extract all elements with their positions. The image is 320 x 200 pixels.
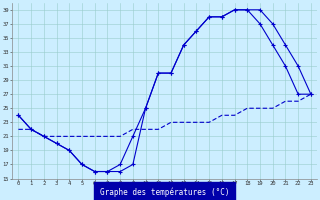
X-axis label: Graphe des températures (°C): Graphe des températures (°C) [100,188,229,197]
